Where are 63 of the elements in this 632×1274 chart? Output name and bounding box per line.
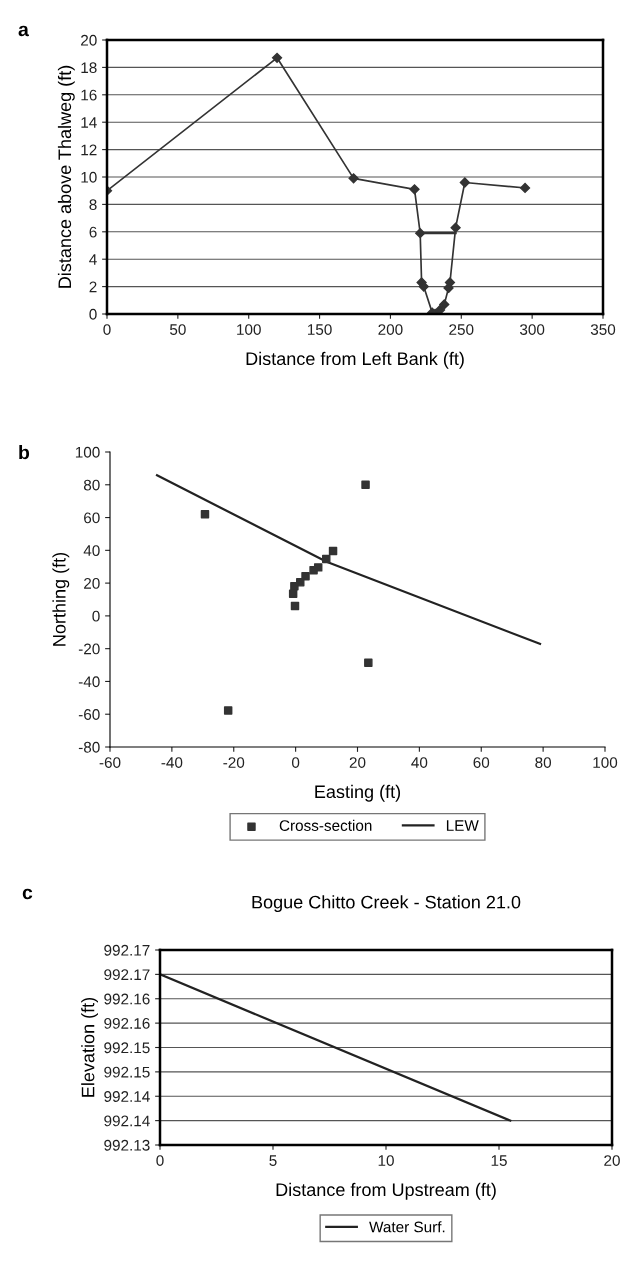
y-tick-label: -60 [78,709,100,720]
x-tick-label: 60 [473,757,490,768]
x-tick-label: -20 [223,757,245,768]
y-tick-label: 20 [84,577,100,589]
y-tick-label: 992.16 [104,993,150,1005]
y-tick-label: 992.17 [104,969,150,981]
y-tick-label: 40 [83,545,100,557]
x-tick-label: 100 [237,324,261,335]
y-tick-label: 992.14 [104,1091,150,1102]
y-tick-label: 14 [81,117,97,128]
legend-label: Water Surf. [369,1221,445,1233]
y-axis-title: Distance above Thalweg (ft) [57,65,75,288]
y-tick-label: 0 [89,308,97,320]
x-tick-label: 50 [169,324,186,335]
y-tick-label: 2 [89,281,97,293]
y-tick-label: 992.15 [104,1042,150,1054]
x-tick-label: 5 [269,1155,277,1166]
y-axis-title: Elevation (ft) [81,997,98,1097]
x-tick-label: 10 [378,1155,394,1166]
y-tick-label: 80 [83,479,100,491]
x-axis-title: Distance from Upstream (ft) [276,1182,496,1200]
y-tick-label: 8 [89,199,97,211]
x-tick-label: 0 [156,1155,164,1166]
y-tick-label: 4 [89,254,97,265]
text: a [18,25,29,37]
legend-label: LEW [446,820,479,831]
y-axis-title: Northing (ft) [52,552,70,646]
y-tick-label: -80 [78,741,100,753]
x-tick-label: 300 [519,324,545,335]
y-tick-label: 992.15 [104,1066,150,1078]
x-tick-label: 40 [411,757,428,768]
x-tick-label: 350 [590,324,616,335]
y-tick-label: 6 [89,226,97,238]
y-tick-label: 10 [81,171,97,183]
legend-label: Cross-section [279,819,372,831]
x-tick-label: 100 [593,757,618,768]
chart-title: Bogue Chitto Creek - Station 21.0 [252,895,521,913]
y-tick-label: 18 [81,62,97,74]
x-tick-label: 200 [378,324,403,335]
y-tick-label: 100 [75,446,100,458]
y-tick-label: 992.17 [104,944,150,956]
y-tick-label: 992.14 [104,1115,150,1127]
x-tick-label: -40 [161,757,183,768]
y-tick-label: 12 [81,144,97,156]
x-tick-label: 15 [491,1155,507,1166]
y-tick-label: 0 [92,610,100,622]
x-tick-label: 0 [291,757,300,768]
y-tick-label: 992.13 [104,1139,150,1151]
y-tick-label: 992.16 [104,1017,150,1029]
x-axis-title: Easting (ft) [315,784,401,802]
text: c [22,888,33,900]
x-axis-title: Distance from Left Bank (ft) [246,351,464,369]
x-tick-label: 20 [349,757,366,768]
y-tick-label: 60 [84,512,100,524]
x-tick-label: 80 [535,757,552,768]
x-tick-label: 150 [307,324,332,335]
x-tick-label: 20 [604,1155,620,1166]
y-tick-label: 20 [81,34,97,46]
text: b [19,445,30,460]
x-tick-label: 250 [449,324,474,335]
y-tick-label: -40 [78,676,100,688]
y-tick-label: -20 [78,643,100,655]
y-tick-label: 16 [81,89,97,101]
